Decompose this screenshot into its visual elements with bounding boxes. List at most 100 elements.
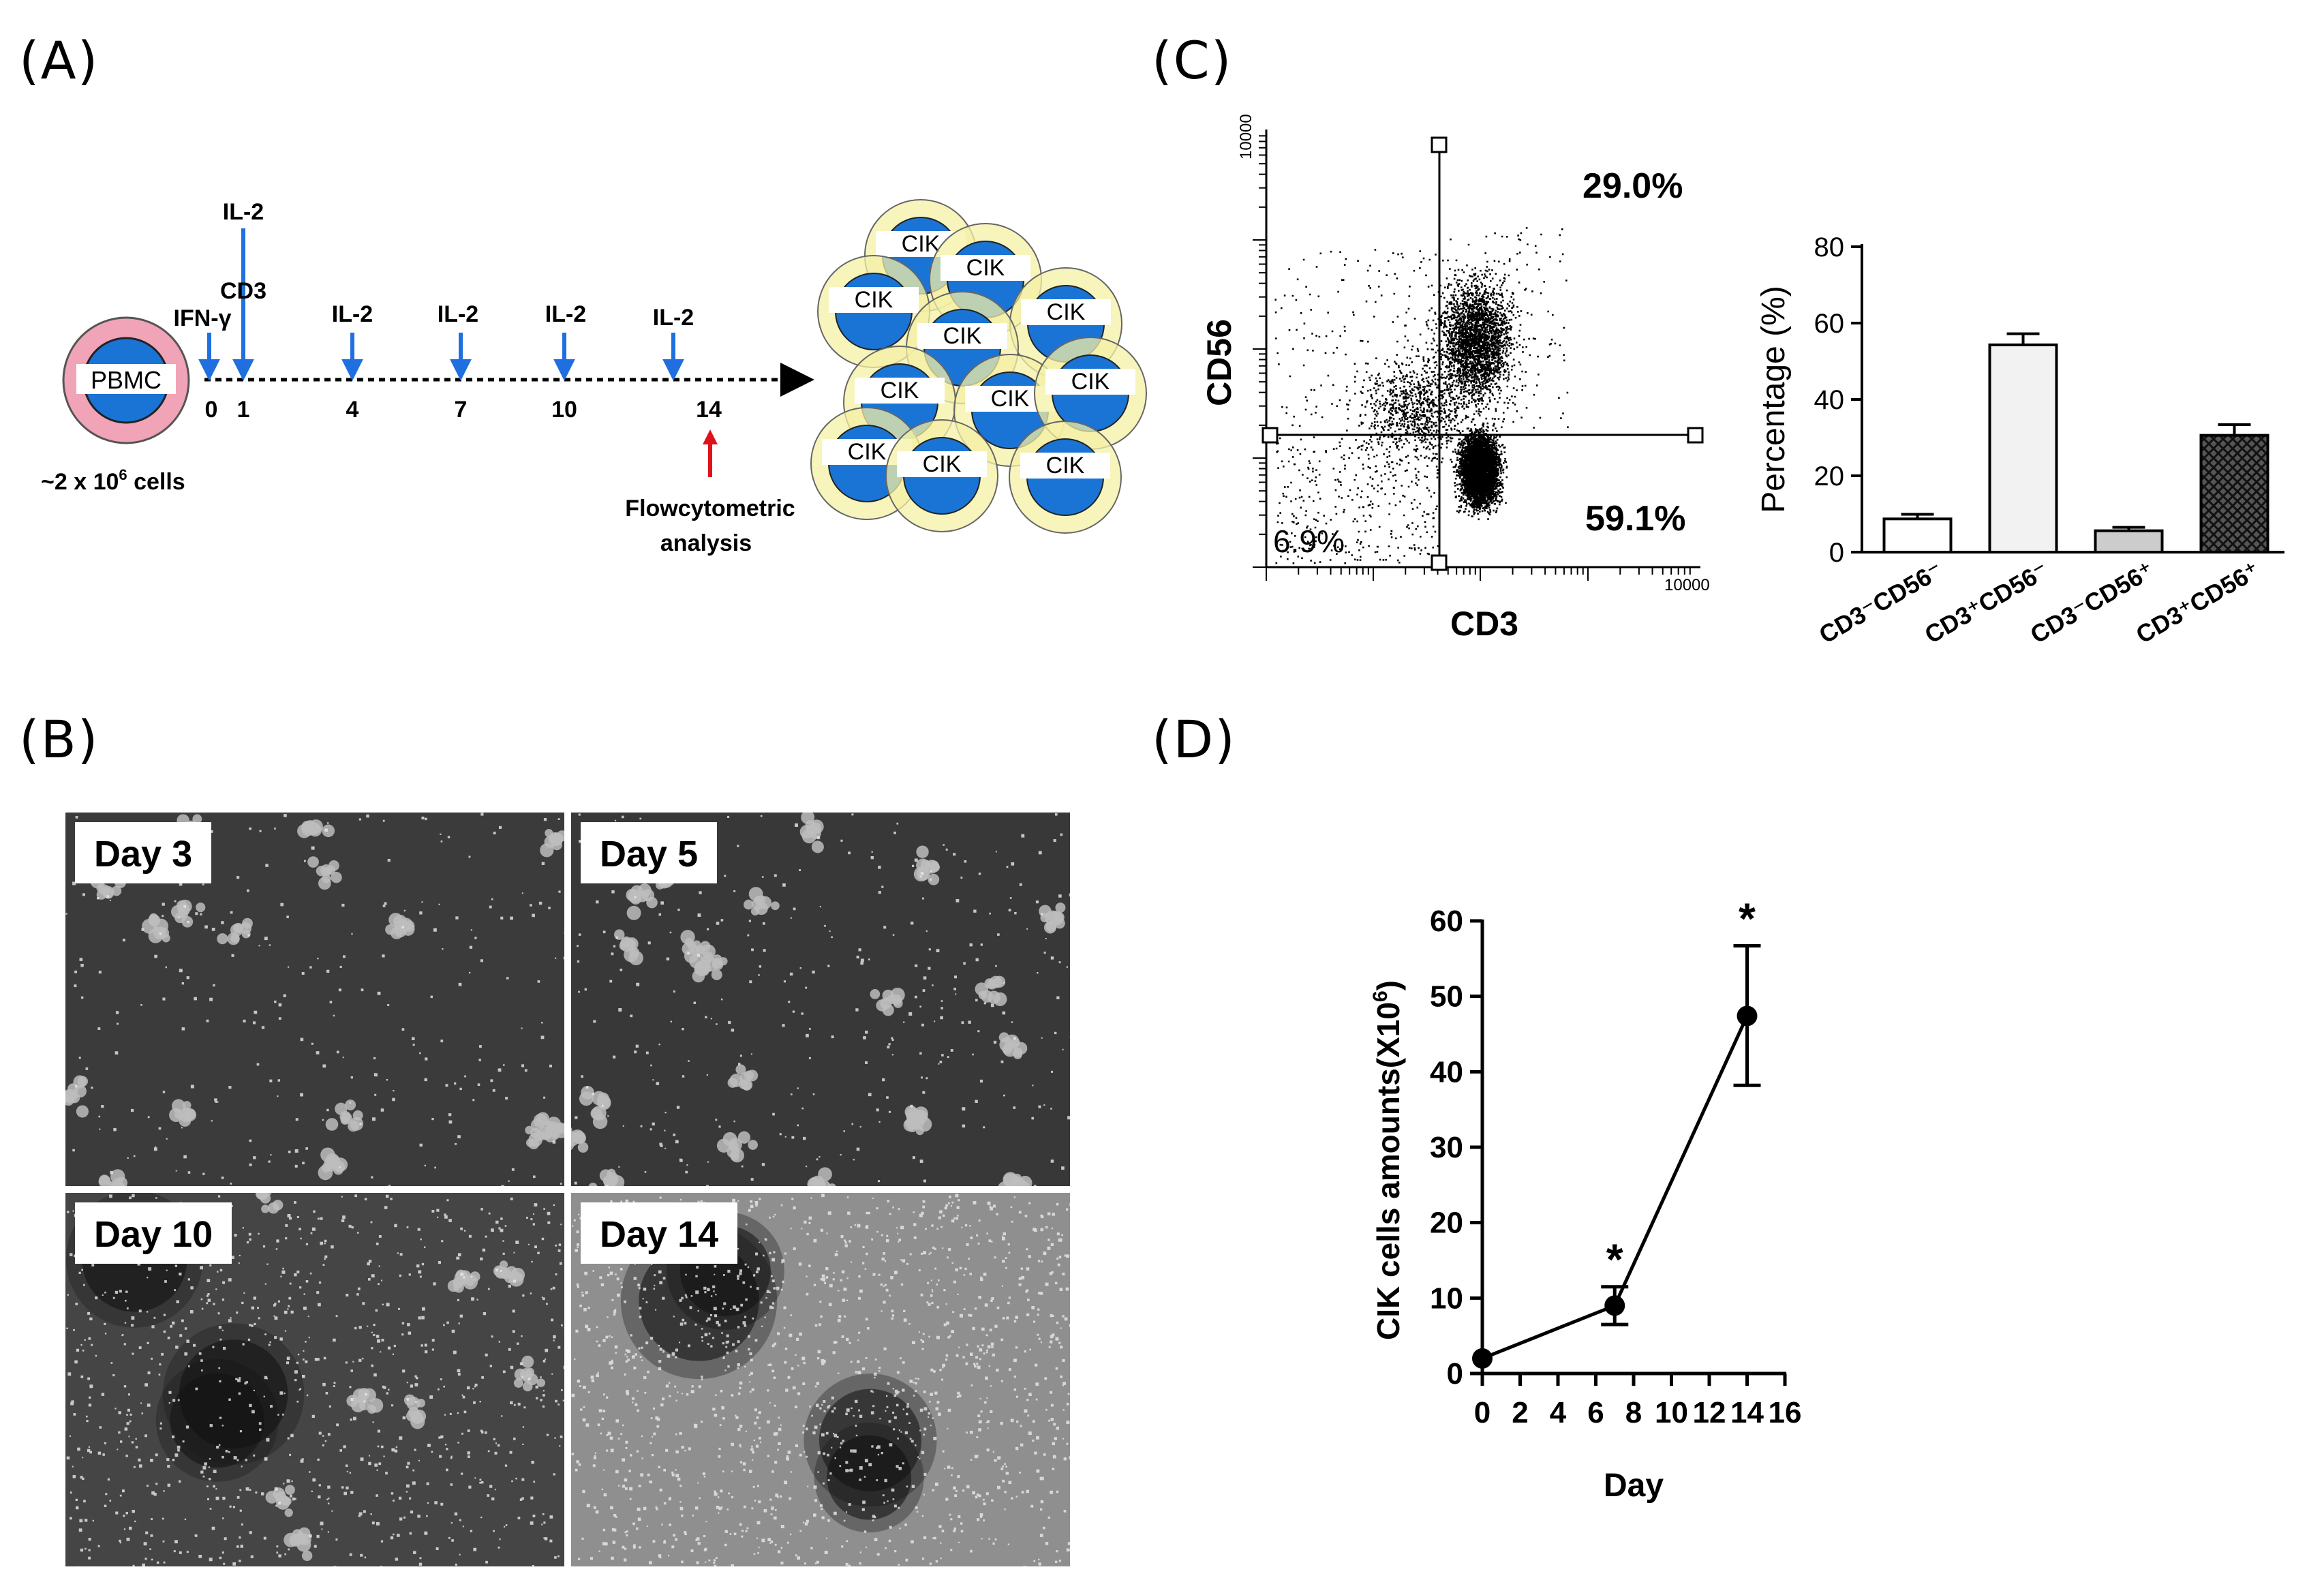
cell-cluster xyxy=(470,1271,480,1282)
cell-cluster xyxy=(284,1508,293,1517)
significance-star: * xyxy=(1606,1235,1623,1284)
cell-cluster xyxy=(181,1107,192,1118)
cell-cluster xyxy=(230,924,243,937)
panel-c-scatter: 10000 10000 CD56 CD3 29.0% 59.1% 6.9% xyxy=(1200,114,1710,643)
line-point xyxy=(1604,1295,1625,1316)
cell-cluster xyxy=(307,856,319,868)
cik-label-box xyxy=(897,451,987,477)
cell-cluster xyxy=(913,1114,925,1125)
line-x-tick-label: 8 xyxy=(1625,1396,1642,1429)
cell-cluster xyxy=(801,813,815,824)
cell-cluster xyxy=(148,914,159,925)
cell-cluster xyxy=(285,1485,295,1496)
cell-cluster xyxy=(169,1108,183,1123)
cell-cluster xyxy=(916,845,929,858)
cell-cluster xyxy=(746,1069,759,1082)
cell-cluster xyxy=(65,1089,78,1104)
cell-cluster xyxy=(599,1169,612,1182)
cell-cluster xyxy=(77,1076,89,1087)
cell-cluster xyxy=(217,933,228,945)
il2-cd3-arrowhead xyxy=(232,359,254,381)
cell-cluster xyxy=(646,896,658,909)
day-tick: 4 xyxy=(346,397,359,423)
gate-handle xyxy=(1262,427,1279,444)
cell-cluster xyxy=(590,1107,602,1120)
cell-cluster xyxy=(261,1204,270,1213)
cell-cluster xyxy=(694,961,709,977)
bar xyxy=(2199,434,2269,554)
cell-cluster xyxy=(592,1091,607,1106)
cell-cluster xyxy=(1053,911,1065,924)
cell-cluster xyxy=(454,1271,470,1286)
cell-cluster xyxy=(870,989,881,999)
cell-cluster xyxy=(729,1074,744,1087)
line-x-tick-label: 6 xyxy=(1587,1396,1604,1429)
il2-arrowhead xyxy=(553,359,575,381)
gate-handle xyxy=(1431,554,1448,571)
red-arrowhead xyxy=(703,429,718,444)
arrow-labels: IL-2 CD3 IFN-γ IL-2 IL-2 IL-2 IL-2 Flowc… xyxy=(174,199,795,556)
analysis-arrow xyxy=(703,429,718,477)
cell-cluster xyxy=(826,1185,831,1186)
cik-cell: CIK xyxy=(817,255,930,368)
cell-cluster xyxy=(513,1378,523,1388)
cell-cluster xyxy=(1018,1175,1033,1186)
cell-cluster xyxy=(555,1122,564,1134)
line-y-tick-label: 20 xyxy=(1430,1207,1463,1240)
il2-label: IL-2 xyxy=(332,301,373,327)
cell-cluster xyxy=(815,1180,827,1186)
cell-cluster xyxy=(716,1138,731,1153)
cell-cluster xyxy=(411,1412,424,1425)
cell-cluster xyxy=(711,969,722,981)
cell-cluster xyxy=(1055,902,1066,913)
cell-cluster xyxy=(508,1271,524,1287)
bar-y-label: Percentage (%) xyxy=(1756,286,1792,513)
panel-label-d: (D) xyxy=(1152,709,1236,770)
cell-cluster xyxy=(310,826,320,835)
cell-cluster xyxy=(98,1175,111,1186)
cell-cluster xyxy=(74,1084,87,1098)
line-x-tick-label: 16 xyxy=(1769,1396,1802,1429)
micrograph-day10-image xyxy=(65,1193,564,1566)
il2-arrowhead xyxy=(450,359,472,381)
line-y-tick-label: 60 xyxy=(1430,905,1463,938)
cik-label-box xyxy=(941,255,1030,281)
cell-cluster xyxy=(170,905,185,919)
cell-cluster xyxy=(352,1110,363,1121)
cell-cluster xyxy=(581,1086,594,1099)
cik-label: CIK xyxy=(1046,453,1085,479)
cell-cluster xyxy=(541,1128,553,1140)
cik-label-box xyxy=(1020,453,1110,479)
cik-label: CIK xyxy=(923,451,962,477)
cell-cluster xyxy=(799,825,814,839)
scatter-y-max-tick: 10000 xyxy=(1237,114,1255,160)
pbmc-label-box xyxy=(76,364,176,394)
micrograph-day10: Day 10 xyxy=(65,1193,564,1566)
cell-cluster xyxy=(741,1080,752,1091)
panel-label-c: (C) xyxy=(1152,30,1233,91)
il2-label: IL-2 xyxy=(223,199,264,225)
day-tick: 14 xyxy=(696,397,722,423)
cell-cluster xyxy=(893,998,903,1008)
cell-cluster xyxy=(818,1167,832,1182)
cell-cluster xyxy=(827,1183,836,1186)
day-label: Day 5 xyxy=(581,822,718,883)
line-x-tick-label: 14 xyxy=(1730,1396,1764,1429)
cell-cluster xyxy=(553,833,564,844)
cell-cluster xyxy=(272,1200,284,1211)
cell-cluster xyxy=(239,922,252,935)
scatter-x-max-tick: 10000 xyxy=(1664,576,1710,594)
cik-label-box xyxy=(1045,369,1135,395)
il2-label: IL-2 xyxy=(545,301,586,327)
cell-cluster xyxy=(260,1193,271,1204)
cell-cluster xyxy=(521,1355,534,1368)
cik-label-box xyxy=(855,378,945,404)
cell-cluster xyxy=(540,843,554,858)
cell-cluster xyxy=(754,901,768,915)
bar-y-tick-label: 20 xyxy=(1814,461,1845,491)
day-tick: 1 xyxy=(237,397,250,423)
cell-colony xyxy=(179,1339,288,1448)
panel-label-b: (B) xyxy=(19,709,100,770)
cell-cluster xyxy=(522,1373,532,1382)
day-label: Day 14 xyxy=(581,1202,738,1264)
